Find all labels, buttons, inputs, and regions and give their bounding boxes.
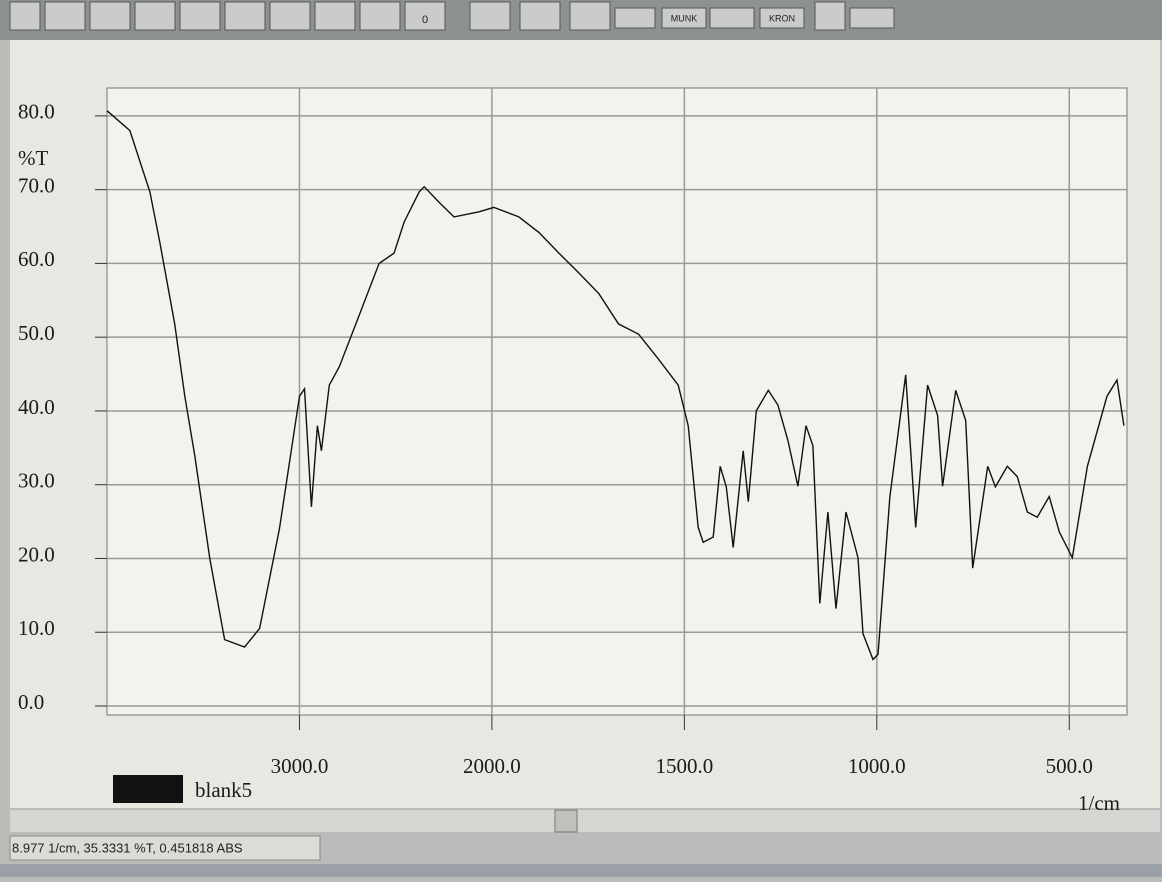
x-tick-label: 3000.0 (271, 754, 329, 778)
x-tick-label: 500.0 (1046, 754, 1093, 778)
button[interactable] (404, 1, 446, 31)
y-tick-label: 60.0 (18, 247, 55, 271)
spectrum-line (106, 110, 1125, 661)
taskbar (0, 864, 1162, 877)
scroll-thumb[interactable] (554, 809, 578, 833)
x-tick-label: 2000.0 (463, 754, 521, 778)
y-tick-label: 10.0 (18, 616, 55, 640)
y-tick-label: 40.0 (18, 395, 55, 419)
legend-label: blank5 (195, 778, 252, 802)
x-tick-label: 1500.0 (655, 754, 713, 778)
status-text: 8.977 1/cm, 35.3331 %T, 0.451818 ABS (12, 840, 243, 855)
toolbar-label: MUNK (671, 13, 698, 23)
y-axis-label: %T (18, 146, 48, 170)
y-tick-label: 70.0 (18, 173, 55, 197)
toolbar-label: 0 (422, 14, 428, 26)
y-tick-label: 0.0 (18, 690, 44, 714)
legend-swatch (113, 775, 183, 803)
toolbar-label: KRON (769, 13, 795, 23)
y-tick-label: 20.0 (18, 542, 55, 566)
status-bar (9, 835, 321, 861)
y-tick-label: 30.0 (18, 469, 55, 493)
plot (95, 88, 1127, 730)
x-tick-label: 1000.0 (848, 754, 906, 778)
plot-area (106, 87, 1128, 716)
toolbar-buttons (9, 1, 895, 31)
y-tick-label: 50.0 (18, 321, 55, 345)
scrollbar[interactable] (10, 810, 1160, 832)
y-tick-label: 80.0 (18, 100, 55, 124)
